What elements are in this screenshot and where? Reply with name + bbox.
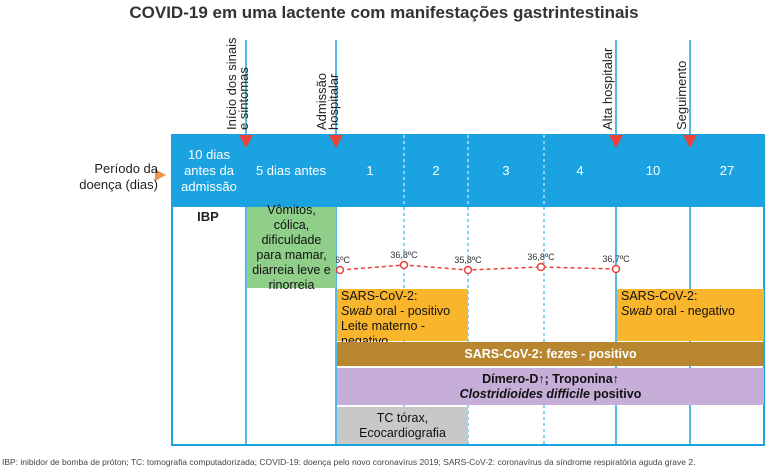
swab-followup-box: SARS-CoV-2: Swab oral - negativo bbox=[617, 289, 764, 341]
markers-bar: Dímero-D↑; Troponina↑ Clostridioides dif… bbox=[337, 368, 764, 405]
temperature-label: 36,8ºC bbox=[527, 252, 555, 262]
temperature-label: 36,8ºC bbox=[390, 250, 418, 260]
column-label: 3 bbox=[502, 163, 510, 178]
swab-result: oral - negativo bbox=[652, 304, 735, 318]
footnote: IBP: inibidor de bomba de próton; TC: to… bbox=[2, 457, 696, 467]
temperature-point bbox=[536, 262, 546, 272]
swab-heading: SARS-CoV-2: bbox=[621, 289, 698, 303]
swab-line: Swab oral - negativo bbox=[621, 304, 735, 319]
markers-line: Clostridioides difficile positivo bbox=[460, 387, 642, 402]
column-label: 10 bbox=[645, 163, 661, 178]
column-label: 5 dias antes bbox=[255, 163, 327, 178]
imaging-box: TC tórax, Ecocardiografia bbox=[337, 407, 468, 444]
milestone-label: Admissão bbox=[314, 73, 329, 130]
column-label: 2 bbox=[432, 163, 440, 178]
milestone-marker bbox=[329, 135, 343, 148]
swab-word: Swab bbox=[621, 304, 653, 318]
title: COVID-19 em uma lactente com manifestaçõ… bbox=[129, 3, 639, 22]
organism-result: positivo bbox=[589, 386, 642, 401]
column-label: 4 bbox=[576, 163, 584, 178]
temperature-label: 35,8ºC bbox=[454, 255, 482, 265]
swab-heading: SARS-CoV-2: bbox=[341, 289, 418, 303]
milestone-marker bbox=[239, 135, 253, 148]
column-label: 1 bbox=[366, 163, 374, 178]
milestone-label: e sintomas bbox=[236, 67, 251, 130]
feces-bar: SARS-CoV-2: fezes - positivo bbox=[337, 342, 764, 366]
period-label: Período da doença (dias) bbox=[79, 161, 158, 192]
temperature-label: 36,7ºC bbox=[602, 254, 630, 264]
markers-line: Dímero-D↑; Troponina↑ bbox=[482, 371, 619, 386]
milestone-marker bbox=[609, 135, 623, 148]
milestone-marker bbox=[683, 135, 697, 148]
swab-result: oral - positivo bbox=[372, 304, 451, 318]
milestone-label: Início dos sinais bbox=[224, 37, 239, 130]
milestone-label: Alta hospitalar bbox=[600, 47, 615, 130]
temperature-point bbox=[611, 264, 621, 274]
column-label: 27 bbox=[719, 163, 735, 178]
temperature-point bbox=[399, 260, 409, 270]
temperature-point bbox=[463, 265, 473, 275]
symptoms-box: Vômitos, cólica, dificuldade para mamar,… bbox=[247, 203, 336, 292]
organism: Clostridioides difficile bbox=[459, 386, 590, 401]
swab-word: Swab bbox=[341, 304, 373, 318]
milestone-label: Seguimento bbox=[674, 61, 689, 130]
temperature-label: 36ºC bbox=[330, 255, 350, 265]
temperature-point bbox=[335, 265, 345, 275]
ibp-label: IBP bbox=[197, 208, 219, 224]
column-label: 10 dias antes da admissão bbox=[181, 147, 237, 194]
period-arrow bbox=[155, 169, 166, 181]
swab-line: Swab oral - positivo bbox=[341, 304, 450, 319]
milestone-label: hospitalar bbox=[326, 73, 341, 130]
swab-admission-box: SARS-CoV-2: Swab oral - positivo Leite m… bbox=[337, 289, 468, 348]
